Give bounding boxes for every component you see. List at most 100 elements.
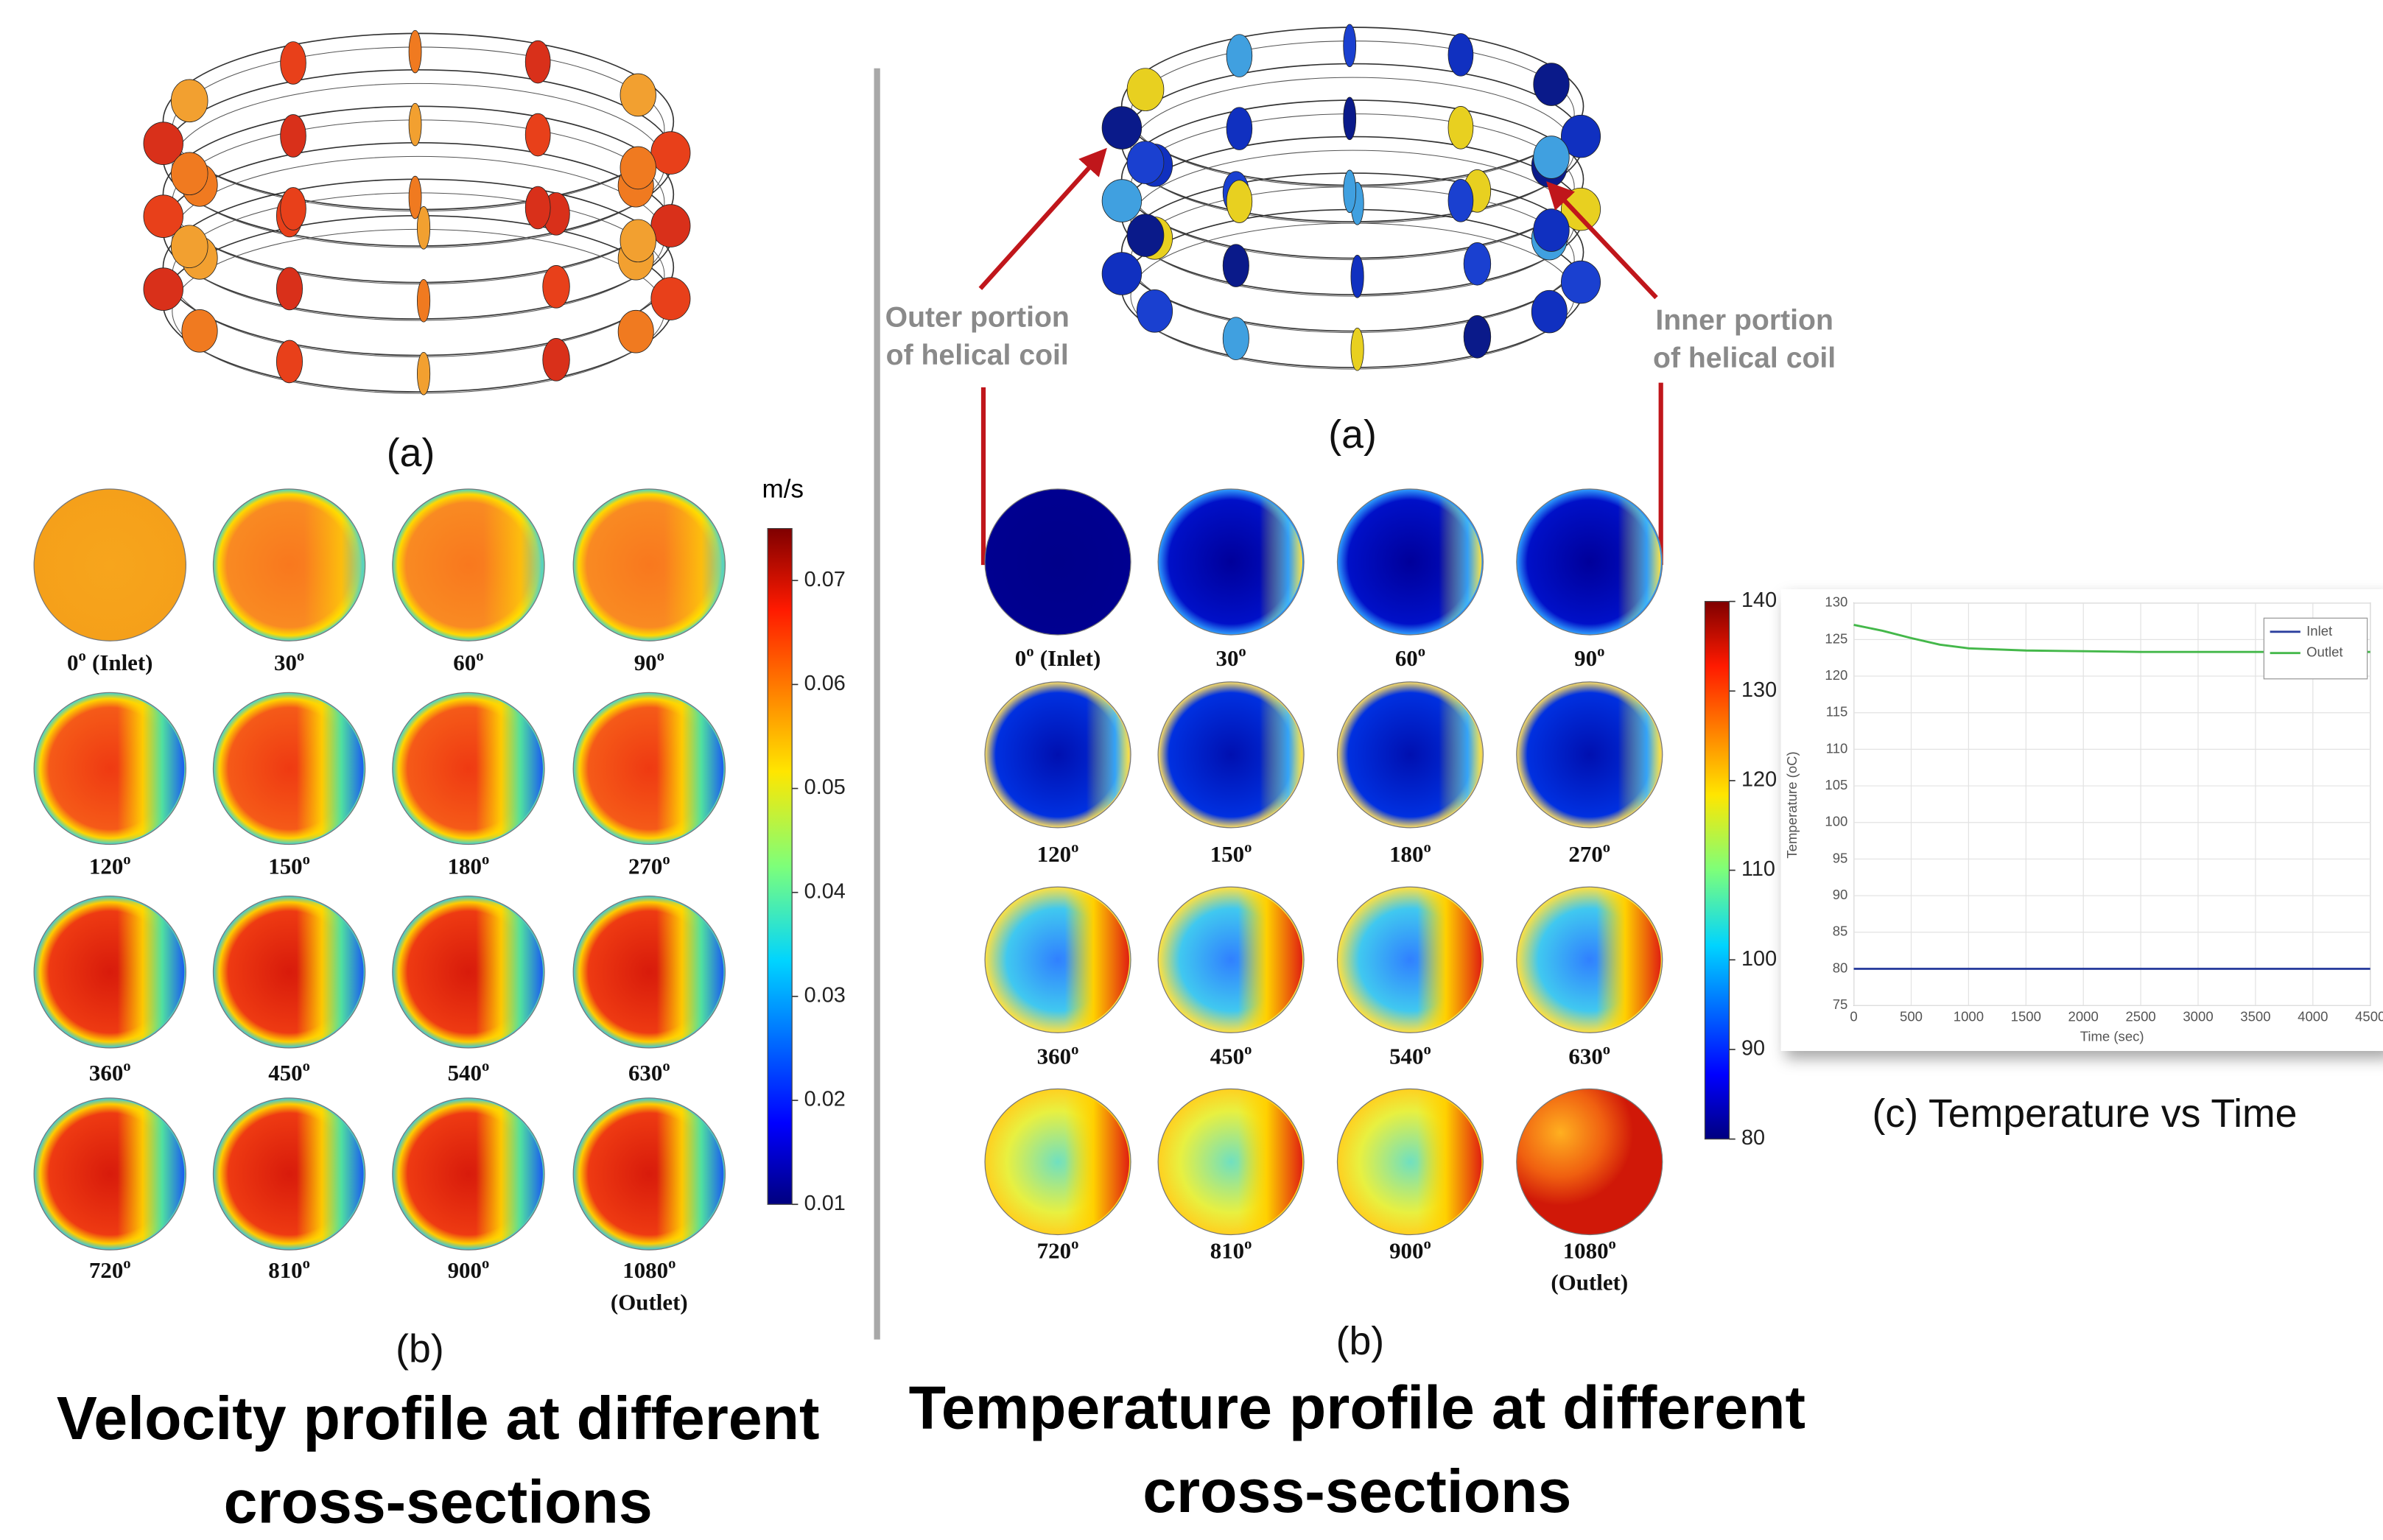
colorbar-tick-label: 120 — [1741, 768, 1777, 792]
degree-mark: o — [1603, 1041, 1610, 1058]
section-angle: 270 — [628, 854, 662, 879]
coil-section — [620, 146, 656, 190]
section-profile-edge — [986, 888, 1129, 1032]
x-tick-label: 3500 — [2240, 1009, 2270, 1024]
section-label: 900o — [1389, 1236, 1431, 1263]
degree-mark: o — [1026, 644, 1033, 660]
x-tick-label: 3000 — [2183, 1009, 2213, 1024]
degree-mark: o — [1238, 644, 1246, 660]
section-angle: 720 — [89, 1257, 123, 1283]
x-tick-label: 500 — [1900, 1009, 1923, 1024]
section-angle: 150 — [1210, 841, 1244, 867]
section-profile-edge — [393, 1099, 543, 1249]
coil-section — [1533, 136, 1570, 179]
coil-section — [620, 73, 656, 117]
coil-section — [408, 175, 422, 219]
degree-mark: o — [303, 1058, 310, 1075]
caption: (b) — [396, 1326, 444, 1371]
section-profile-edge — [1338, 888, 1482, 1032]
arrow — [978, 147, 1107, 290]
coil-section — [1560, 260, 1601, 304]
section-profile-edge — [575, 491, 724, 640]
caption: (a) — [387, 431, 435, 475]
section-angle: 30 — [274, 650, 297, 675]
coil-section — [143, 122, 183, 165]
section-profile-edge — [393, 491, 543, 640]
section-profile-edge — [214, 491, 364, 640]
x-axis-label: Time (sec) — [2080, 1028, 2144, 1044]
section-angle: 90 — [1574, 645, 1597, 671]
section-label: 450o — [1210, 1041, 1252, 1069]
coil-section — [1126, 141, 1165, 184]
degree-mark: o — [482, 1256, 489, 1272]
degree-mark: o — [1609, 1236, 1616, 1252]
section-angle: 0 — [1015, 645, 1026, 671]
section-angle: 180 — [1389, 841, 1423, 867]
degree-mark: o — [662, 851, 670, 868]
section-angle: 540 — [1389, 1043, 1423, 1069]
colorbar-tick-label: 100 — [1741, 947, 1777, 971]
section-label: 450o — [268, 1058, 310, 1086]
section-profile-edge — [1338, 683, 1482, 826]
section-note: (Outlet) — [1551, 1270, 1628, 1295]
section-profile-edge — [1338, 1090, 1482, 1234]
coil-section — [1226, 34, 1253, 77]
degree-mark: o — [123, 1058, 130, 1075]
section-profile-edge — [214, 1099, 364, 1249]
section-label: 120o — [1037, 840, 1079, 867]
section-profile-edge — [1517, 888, 1661, 1032]
section-profile-edge — [1159, 683, 1303, 826]
coil-section — [143, 267, 183, 311]
section-label: 30o — [1215, 644, 1246, 671]
section-label: 900o — [448, 1256, 490, 1283]
section-label: 60o — [453, 648, 483, 675]
degree-mark: o — [482, 851, 489, 868]
section-profile-edge — [575, 694, 724, 843]
coil-section — [170, 152, 208, 196]
section-profile-edge — [214, 897, 364, 1047]
section-angle: 810 — [268, 1257, 302, 1283]
section-angle: 630 — [628, 1060, 662, 1086]
section-label: 540o — [1389, 1041, 1431, 1069]
section-label: 360o — [1037, 1041, 1079, 1069]
section-angle: 360 — [89, 1060, 123, 1086]
y-tick-label: 75 — [1833, 996, 1848, 1012]
degree-mark: o — [297, 648, 304, 664]
coil-section — [1136, 289, 1173, 333]
colorbar-tick-label: 130 — [1741, 678, 1777, 702]
degree-mark: o — [1071, 1041, 1078, 1058]
coil-section — [617, 309, 654, 354]
section-note: (Inlet) — [1040, 645, 1101, 671]
coil-section — [1222, 317, 1249, 360]
section-label: 810o — [268, 1256, 310, 1283]
coil-section — [524, 113, 551, 157]
coil-section — [170, 79, 208, 123]
y-tick-label: 120 — [1825, 667, 1847, 683]
degree-mark: o — [1244, 840, 1252, 856]
section-label: 630o — [1568, 1041, 1610, 1069]
y-axis-label: Temperature (oC) — [1784, 751, 1800, 858]
chart-caption: (c) Temperature vs Time — [1873, 1091, 2298, 1136]
coil-section — [275, 340, 303, 384]
section-label: 180o — [1389, 840, 1431, 867]
degree-mark: o — [668, 1256, 675, 1272]
section-label: 120o — [89, 851, 131, 879]
annotation: Outer portion — [885, 301, 1070, 333]
coil-section — [1101, 106, 1143, 150]
degree-mark: o — [662, 1058, 670, 1075]
section-angle: 900 — [448, 1257, 482, 1283]
x-tick-label: 2000 — [2068, 1009, 2099, 1024]
section-label: 810o — [1210, 1236, 1252, 1263]
section-label: 270o — [1568, 840, 1610, 867]
x-tick-label: 1500 — [2011, 1009, 2041, 1024]
y-tick-label: 125 — [1825, 630, 1847, 646]
coil-section — [170, 225, 208, 269]
section-profile-edge — [986, 1090, 1129, 1234]
coil-section — [1533, 208, 1570, 252]
coil-section — [542, 338, 570, 382]
y-tick-label: 80 — [1833, 960, 1848, 975]
section-angle: 1080 — [622, 1257, 668, 1283]
coil-section — [1350, 327, 1364, 371]
panel-title: cross-sections — [224, 1468, 653, 1536]
section-angle: 60 — [1395, 645, 1418, 671]
